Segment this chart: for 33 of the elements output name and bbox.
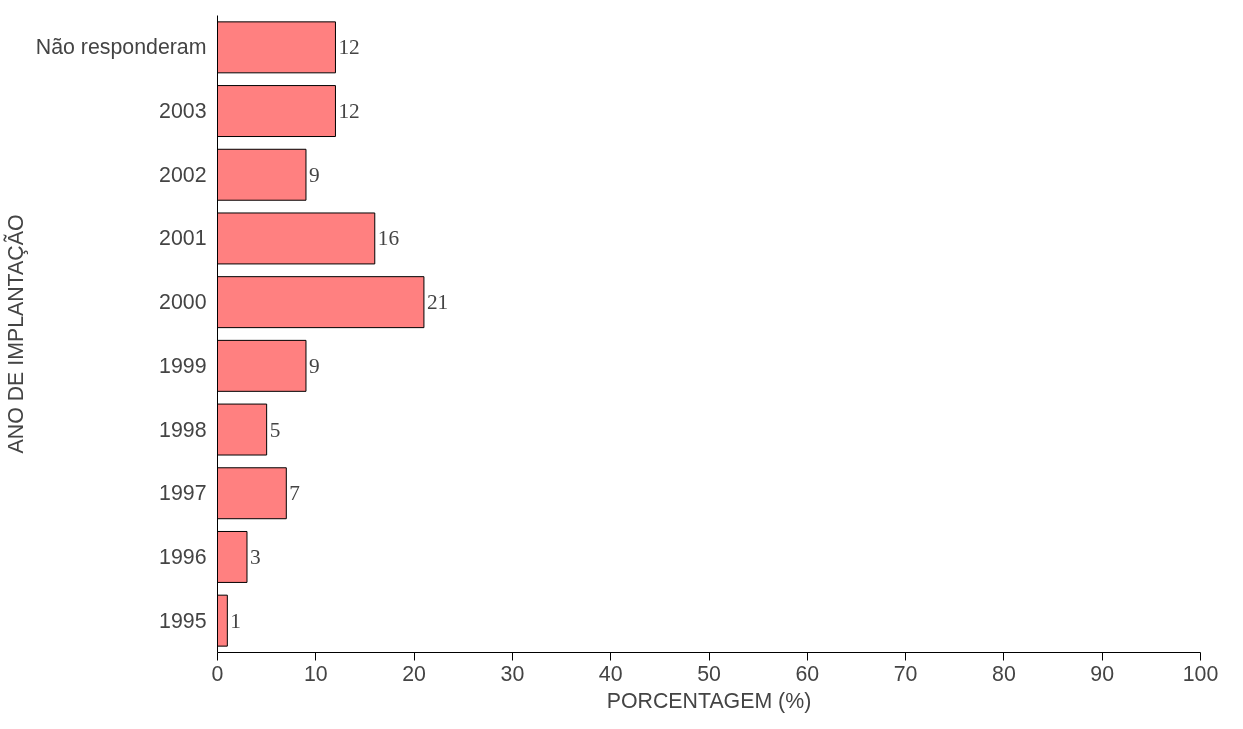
x-tick-label: 80 xyxy=(992,661,1016,686)
x-tick-label: 70 xyxy=(893,661,918,686)
x-axis-title: PORCENTAGEM (%) xyxy=(606,688,812,713)
y-tick-label: 2003 xyxy=(159,99,207,124)
x-tick-label: 50 xyxy=(697,661,721,686)
y-axis-title: ANO DE IMPLANTAÇÃO xyxy=(2,214,28,454)
data-label: 12 xyxy=(338,35,360,60)
y-tick-label: 1996 xyxy=(159,544,207,569)
x-tick-label: 10 xyxy=(303,661,328,686)
y-tick-label: 1997 xyxy=(159,481,207,506)
data-label: 5 xyxy=(269,417,281,442)
data-label: 9 xyxy=(308,353,320,378)
data-label: 7 xyxy=(289,481,301,506)
x-tick-label: 60 xyxy=(795,661,820,686)
y-tick-label: Não responderam xyxy=(35,35,207,60)
data-label: 16 xyxy=(377,226,400,251)
data-label: 3 xyxy=(249,544,261,569)
y-tick-label: 1995 xyxy=(159,608,207,633)
y-tick-label: 2000 xyxy=(159,290,207,315)
y-tick-label: 2002 xyxy=(159,162,207,187)
y-tick-label: 1999 xyxy=(159,353,207,378)
y-tick-label: 1998 xyxy=(159,417,207,442)
x-tick-label: 20 xyxy=(402,661,427,686)
data-label: 12 xyxy=(338,99,360,124)
data-label: 1 xyxy=(230,608,241,633)
y-tick-label: 2001 xyxy=(159,226,207,251)
data-label: 21 xyxy=(426,290,449,315)
data-label: 9 xyxy=(308,162,320,187)
x-tick-label: 100 xyxy=(1182,661,1219,686)
x-tick-label: 30 xyxy=(500,661,525,686)
x-tick-label: 40 xyxy=(598,661,623,686)
x-tick-label: 0 xyxy=(211,661,224,686)
x-tick-label: 90 xyxy=(1090,661,1115,686)
